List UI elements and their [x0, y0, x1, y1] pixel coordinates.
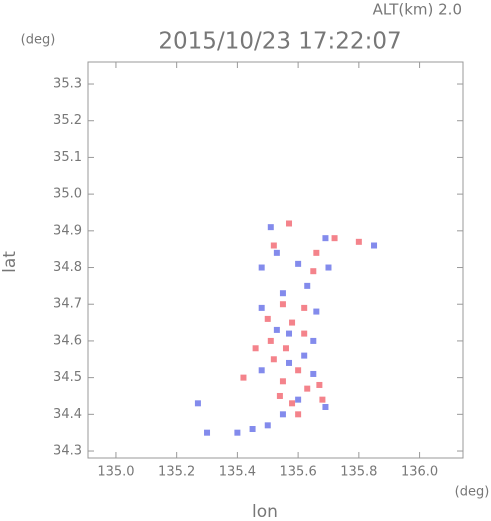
y-label: lat: [0, 251, 20, 273]
y-tick-label: 35.0: [53, 187, 82, 202]
x-tick-label: 136.0: [401, 465, 438, 480]
y-tick-label: 34.9: [53, 223, 82, 238]
radar-cell: [316, 381, 323, 388]
radar-cell: [286, 330, 293, 337]
radar-cell: [270, 356, 277, 363]
radar-cell: [258, 264, 265, 271]
radar-cell: [301, 352, 308, 359]
x-tick-label: 135.2: [158, 465, 195, 480]
radar-cell: [319, 396, 326, 403]
radar-cell: [264, 422, 271, 429]
x-tick-label: 135.8: [340, 465, 377, 480]
radar-cell: [304, 282, 311, 289]
radar-cell: [289, 319, 296, 326]
radar-cell: [240, 374, 247, 381]
radar-cell: [279, 378, 286, 385]
radar-cell: [270, 242, 277, 249]
radar-cell: [313, 249, 320, 256]
y-tick-label: 35.1: [53, 150, 82, 165]
y-tick-label: 34.4: [53, 407, 82, 422]
radar-cell: [282, 345, 289, 352]
radar-cell: [313, 308, 320, 315]
y-tick-label: 35.3: [53, 77, 82, 92]
radar-cell: [371, 242, 378, 249]
radar-cell: [286, 359, 293, 366]
radar-cell: [295, 367, 302, 374]
radar-cell: [249, 426, 256, 433]
radar-cell: [322, 403, 329, 410]
radar-cell: [331, 235, 338, 242]
radar-cell: [194, 400, 201, 407]
y-tick-label: 34.7: [53, 297, 82, 312]
radar-cell: [322, 235, 329, 242]
radar-cell: [289, 400, 296, 407]
radar-cell: [279, 290, 286, 297]
radar-cell: [258, 304, 265, 311]
radar-cell: [310, 370, 317, 377]
radar-cell: [258, 367, 265, 374]
radar-cell: [276, 392, 283, 399]
radar-cell: [273, 326, 280, 333]
radar-cell: [267, 337, 274, 344]
radar-cell: [325, 264, 332, 271]
x-tick-label: 135.6: [280, 465, 317, 480]
subtitle: ALT(km) 2.0: [373, 1, 462, 19]
radar-cell: [264, 315, 271, 322]
y-tick-label: 34.8: [53, 260, 82, 275]
radar-cell: [310, 268, 317, 275]
y-tick-label: 34.5: [53, 370, 82, 385]
radar-cell: [295, 411, 302, 418]
radar-cell: [301, 304, 308, 311]
radar-cell: [279, 301, 286, 308]
plot-frame: [87, 61, 464, 459]
radar-cell: [304, 385, 311, 392]
x-unit: (deg): [455, 485, 490, 500]
radar-cell: [355, 238, 362, 245]
radar-cell: [204, 429, 211, 436]
radar-cell: [286, 220, 293, 227]
x-label: lon: [252, 502, 278, 521]
radar-cell: [301, 330, 308, 337]
y-tick-label: 34.3: [53, 444, 82, 459]
y-unit: (deg): [21, 33, 56, 48]
radar-cell: [267, 224, 274, 231]
radar-cell: [310, 337, 317, 344]
chart-title: 2015/10/23 17:22:07: [158, 29, 401, 55]
radar-cell: [279, 411, 286, 418]
radar-cell: [295, 396, 302, 403]
y-tick-label: 35.2: [53, 113, 82, 128]
radar-cell: [273, 249, 280, 256]
x-tick-label: 135.0: [97, 465, 134, 480]
x-tick-label: 135.4: [219, 465, 256, 480]
y-tick-label: 34.6: [53, 333, 82, 348]
radar-cell: [234, 429, 241, 436]
radar-cell: [252, 345, 259, 352]
radar-cell: [295, 260, 302, 267]
